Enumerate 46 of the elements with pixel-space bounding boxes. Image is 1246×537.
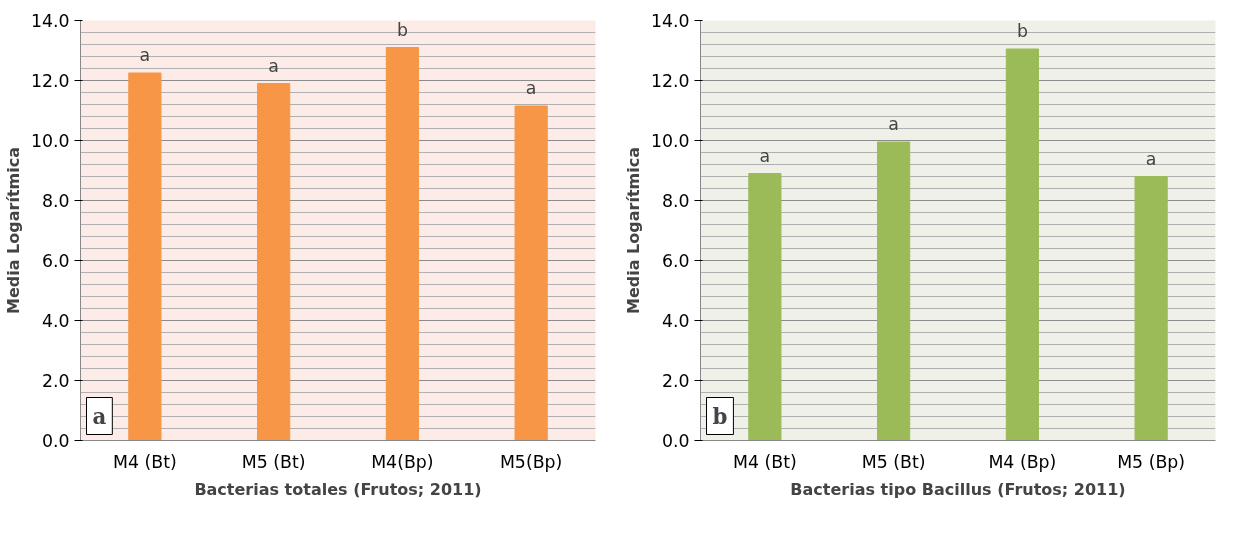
y-tick-label: 8.0 <box>41 191 70 211</box>
y-tick-label: 14.0 <box>30 11 70 31</box>
annotation: a <box>268 55 279 76</box>
x-tick-label: M5(Bp) <box>499 451 563 472</box>
annotation: a <box>1145 148 1157 169</box>
annotation: a <box>525 78 537 98</box>
bar <box>128 72 162 441</box>
y-tick-label: 10.0 <box>650 131 690 151</box>
y-tick-label: 0.0 <box>41 431 70 451</box>
y-tick-label: 2.0 <box>41 371 70 391</box>
y-tick-label: 12.0 <box>30 71 70 91</box>
x-tick-label: M4 (Bt) <box>113 451 177 472</box>
y-axis-title: Media Logarítmica <box>623 147 643 314</box>
y-axis-title: Media Logarítmica <box>3 147 23 314</box>
bar <box>514 105 548 441</box>
x-tick-label: M5 (Bt) <box>241 451 306 472</box>
x-tick-label: M5 (Bt) <box>861 451 926 472</box>
x-tick-label: M5 (Bp) <box>1117 451 1186 472</box>
y-tick-label: 0.0 <box>661 431 690 451</box>
y-tick-label: 4.0 <box>41 311 70 331</box>
x-tick-label: M4(Bp) <box>371 451 434 472</box>
x-axis-title: Bacterias totales (Frutos; 2011) <box>194 479 482 499</box>
x-tick-label: M4 (Bt) <box>733 451 797 472</box>
annotation: b <box>396 19 408 40</box>
y-tick-label: 6.0 <box>661 251 690 271</box>
annotation: b <box>1016 21 1028 41</box>
annotation: a <box>888 114 899 134</box>
annotation: a <box>92 403 107 429</box>
y-tick-label: 12.0 <box>650 71 690 91</box>
bar <box>1005 48 1039 441</box>
y-tick-label: 10.0 <box>30 131 70 151</box>
bar <box>257 83 291 441</box>
annotation: a <box>759 145 771 166</box>
bar <box>1134 176 1168 441</box>
bar <box>385 47 419 441</box>
annotation: a <box>139 45 151 65</box>
bar <box>877 141 911 441</box>
y-tick-label: 4.0 <box>661 311 690 331</box>
y-tick-label: 8.0 <box>661 191 690 211</box>
bar <box>748 173 782 441</box>
y-tick-label: 14.0 <box>650 11 690 31</box>
y-tick-label: 6.0 <box>41 251 70 271</box>
x-tick-label: M4 (Bp) <box>988 451 1057 472</box>
annotation: b <box>712 403 728 429</box>
y-tick-label: 2.0 <box>661 371 690 391</box>
x-axis-title: Bacterias tipo Bacillus (Frutos; 2011) <box>790 479 1126 499</box>
